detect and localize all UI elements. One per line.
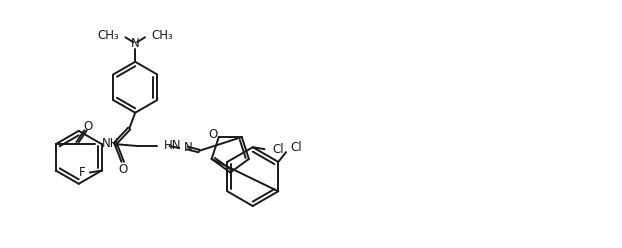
Text: O: O bbox=[208, 128, 218, 141]
Text: F: F bbox=[79, 166, 85, 179]
Text: NH: NH bbox=[102, 137, 119, 150]
Text: CH₃: CH₃ bbox=[98, 29, 119, 42]
Text: CH₃: CH₃ bbox=[151, 29, 173, 42]
Text: Cl: Cl bbox=[272, 143, 284, 156]
Text: O: O bbox=[83, 120, 93, 133]
Text: HN: HN bbox=[164, 139, 181, 152]
Text: N: N bbox=[131, 37, 139, 50]
Text: O: O bbox=[119, 163, 128, 176]
Text: Cl: Cl bbox=[290, 141, 302, 154]
Text: N: N bbox=[184, 141, 193, 154]
